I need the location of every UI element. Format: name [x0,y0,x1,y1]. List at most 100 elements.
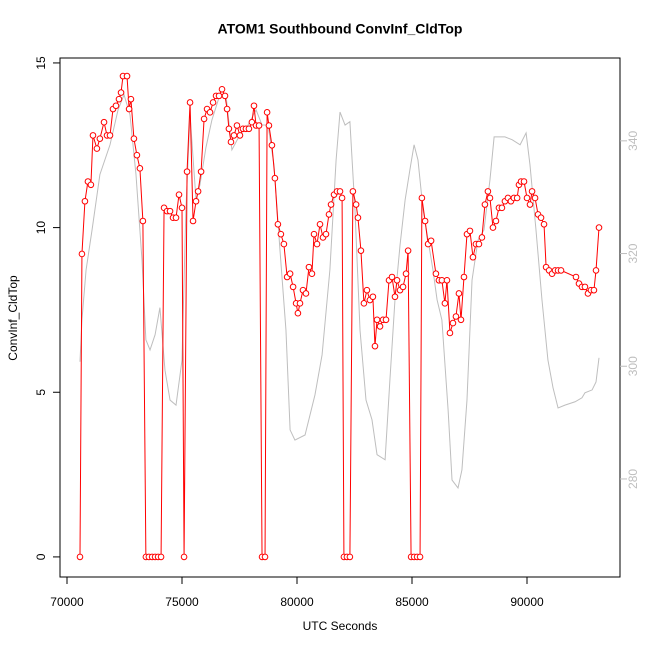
data-point [308,270,316,278]
data-point [223,105,231,113]
data-point [194,188,202,195]
data-point [352,201,360,208]
y2-tick-label: 320 [626,243,640,263]
data-point [322,230,330,238]
data-point [305,263,313,271]
data-point [404,247,412,254]
data-point [133,151,141,159]
data-point [310,230,318,238]
data-point [268,141,276,149]
chart-title: ATOM1 Southbound ConvInf_CldTop [218,21,463,37]
data-point [382,316,390,324]
data-point [209,99,217,106]
data-point [136,165,144,172]
data-point [357,247,365,254]
y-tick-label: 15 [34,56,48,70]
data-point [186,99,194,106]
data-point [360,300,368,307]
x-tick-label: 75000 [165,595,199,609]
data-point [289,283,297,291]
data-point [139,217,147,225]
data-point [263,109,271,116]
data-point [486,194,494,202]
data-point [520,178,528,185]
data-point [157,553,165,561]
data-point [590,286,598,294]
y2-tick-label: 340 [626,131,640,151]
data-point [87,181,95,189]
data-point [388,273,396,281]
data-point [302,290,310,297]
data-point [427,237,435,245]
data-point [180,553,188,561]
data-point [245,125,253,133]
data-point [402,270,410,278]
data-point [369,293,377,301]
data-point [225,125,233,133]
x-tick-label: 85000 [395,595,429,609]
data-point [112,102,120,110]
data-point [338,194,346,202]
data-point [325,211,333,218]
data-point [178,204,186,212]
data-point [537,214,545,222]
data-point [206,109,214,116]
data-point [274,221,282,228]
data-point [166,207,174,215]
data-point [371,342,379,350]
data-point [449,319,457,327]
data-point [230,132,238,139]
data-point [373,316,381,324]
data-point [581,283,589,291]
data-point [363,286,371,294]
data-point [81,197,89,205]
data-point [528,188,536,195]
x-axis-label: UTC Seconds [303,619,378,633]
data-point [391,293,399,301]
data-point [271,174,279,182]
data-point [466,227,474,235]
x-tick-label: 90000 [510,595,544,609]
data-point [418,194,426,202]
data-point [513,194,521,202]
data-point [265,122,273,129]
data-point [443,276,451,284]
data-point [294,309,302,317]
data-point [277,230,285,238]
data-point [233,122,241,129]
data-point [349,188,357,195]
y-tick-label: 0 [34,553,48,560]
data-point [346,553,354,561]
data-point [416,553,424,561]
data-point [523,194,531,202]
data-point [200,115,208,123]
data-point [492,217,500,225]
data-point [261,553,269,561]
data-point [393,276,401,284]
y-tick-label: 5 [34,389,48,396]
data-point [327,201,335,208]
data-point [441,300,449,307]
data-point [93,145,101,152]
data-point [313,240,321,248]
y-axis-label: ConvInf_CldTop [6,275,20,361]
data-point [280,240,288,248]
data-point [484,188,492,195]
data-point [286,270,294,278]
y2-tick-label: 280 [626,469,640,489]
data-point [117,89,125,96]
data-point [175,191,183,198]
data-point [96,135,104,142]
series-line [79,93,600,490]
data-point [215,92,223,100]
data-point [221,92,229,100]
data-point [557,267,565,274]
data-point [572,273,580,281]
data-point [540,221,548,228]
data-point [457,316,465,324]
data-point [469,253,477,261]
data-point [455,290,463,297]
data-point [592,267,600,274]
x-tick-label: 80000 [280,595,314,609]
